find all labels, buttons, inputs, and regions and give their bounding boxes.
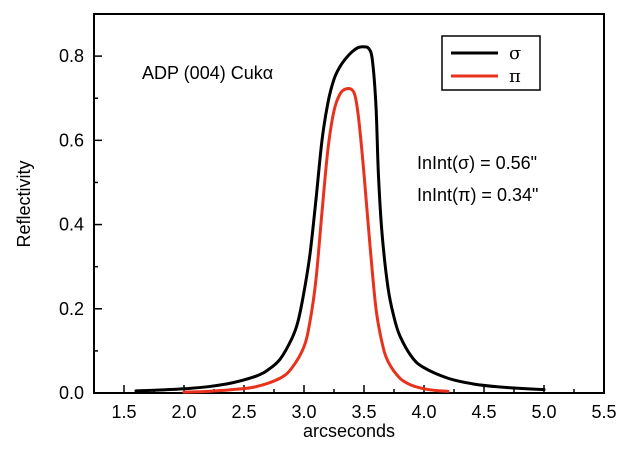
series-lines bbox=[134, 45, 546, 394]
legend-label-pi: π bbox=[509, 66, 521, 87]
y-tick-label-0.4: 0.4 bbox=[59, 215, 84, 235]
y-axis-title: Reflectivity bbox=[14, 160, 34, 247]
y-tick-label-0.6: 0.6 bbox=[59, 130, 84, 150]
x-tick-label-5.5: 5.5 bbox=[591, 402, 616, 422]
series-line-sigma bbox=[134, 45, 546, 393]
annotation-title: ADP (004) Cukα bbox=[142, 63, 273, 83]
axis-ticks bbox=[94, 55, 605, 394]
x-tick-label-4.5: 4.5 bbox=[471, 402, 496, 422]
x-tick-label-5.0: 5.0 bbox=[531, 402, 556, 422]
annotation-intint-sigma: InInt(σ) = 0.56" bbox=[417, 153, 537, 173]
x-tick-label-3.0: 3.0 bbox=[291, 402, 316, 422]
y-tick-label-0.0: 0.0 bbox=[59, 383, 84, 403]
annotation-intint-pi: InInt(π) = 0.34" bbox=[417, 185, 538, 205]
y-tick-label-0.8: 0.8 bbox=[59, 46, 84, 66]
x-axis-title: arcseconds bbox=[303, 421, 395, 441]
y-tick-label-0.2: 0.2 bbox=[59, 299, 84, 319]
axis-tick-labels: 1.5 2.0 2.5 3.0 3.5 4.0 4.5 5.0 5.5 0.0 0.2 0.4 0.6 0… bbox=[59, 46, 617, 422]
legend-label-sigma: σ bbox=[509, 43, 521, 64]
legend-box bbox=[441, 35, 541, 91]
x-tick-label-3.5: 3.5 bbox=[351, 402, 376, 422]
x-tick-label-4.0: 4.0 bbox=[411, 402, 436, 422]
x-tick-label-1.5: 1.5 bbox=[111, 402, 136, 422]
x-tick-label-2.5: 2.5 bbox=[231, 402, 256, 422]
plot-area-frame bbox=[93, 13, 605, 394]
series-line-pi bbox=[182, 87, 450, 394]
x-tick-label-2.0: 2.0 bbox=[171, 402, 196, 422]
legend: σ π bbox=[441, 35, 541, 91]
